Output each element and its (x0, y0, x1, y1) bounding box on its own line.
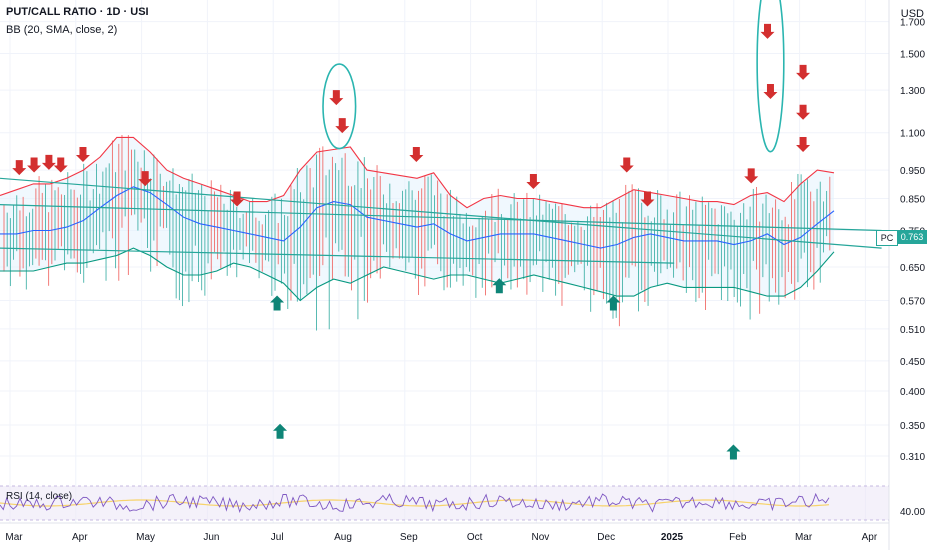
arrow-down-icon (796, 64, 811, 80)
arrow-down-icon (526, 173, 541, 189)
x-tick-label: Nov (532, 532, 550, 543)
arrow-down-icon (760, 23, 775, 39)
bb-lower-line (0, 247, 835, 302)
y-tick-label: 1.700 (900, 18, 925, 29)
highlight-circle (322, 63, 357, 150)
arrow-down-icon (75, 147, 90, 163)
arrow-down-icon (53, 157, 68, 173)
arrow-up-icon (492, 278, 507, 294)
arrow-up-icon (726, 444, 741, 460)
y-tick-label: 0.850 (900, 195, 925, 206)
y-tick-label: 1.500 (900, 50, 925, 61)
x-tick-label: Aug (334, 532, 352, 543)
x-tick-label: Mar (5, 532, 23, 543)
rsi-legend: RSI (14, close) (6, 491, 73, 502)
y-tick-label: 0.350 (900, 421, 925, 432)
y-tick-label: 0.400 (900, 387, 925, 398)
x-tick-label: Oct (467, 532, 483, 543)
y-tick-label: 0.570 (900, 297, 925, 308)
x-tick-label: 2025 (661, 532, 684, 543)
rsi-pane (0, 485, 889, 521)
last-tag: PC (876, 230, 898, 246)
highlight-circle (756, 0, 785, 153)
y-tick-label: 1.300 (900, 86, 925, 97)
x-tick-label: Apr (862, 532, 878, 543)
arrow-up-icon (270, 295, 285, 311)
arrow-down-icon (763, 84, 778, 100)
trendline-group (0, 177, 882, 264)
arrow-down-icon (335, 118, 350, 134)
arrow-up-icon (606, 295, 621, 311)
x-tick-label: Jul (271, 532, 284, 543)
rsi-band (0, 486, 889, 520)
y-tick-label: 0.650 (900, 263, 925, 274)
rsi-line (0, 492, 830, 513)
bb-legend: BB (20, SMA, close, 2) (6, 24, 118, 36)
x-tick-label: May (136, 532, 155, 543)
y-tick-label: 0.950 (900, 166, 925, 177)
x-tick-label: Mar (795, 532, 813, 543)
time-axis[interactable]: Mar Apr May Jun Jul Aug Sep Oct Nov Dec 2025 Feb Mar… (5, 532, 877, 543)
x-tick-label: Apr (72, 532, 88, 543)
arrow-down-icon (12, 160, 27, 176)
arrow-up-icon (273, 423, 288, 439)
trendline (0, 177, 882, 249)
trendline (0, 247, 675, 264)
arrow-down-icon (619, 157, 634, 173)
arrow-down-icon (640, 191, 655, 207)
arrow-down-icon (329, 90, 344, 106)
y-tick-label: 0.450 (900, 357, 925, 368)
price-axis[interactable]: 1.7001.5001.3001.1000.9500.8500.7500.650… (900, 18, 925, 518)
chart-title: PUT/CALL RATIO · 1D · USI (6, 6, 149, 18)
arrow-down-icon (796, 104, 811, 120)
x-tick-label: Sep (400, 532, 418, 543)
y-tick-label: 0.510 (900, 325, 925, 336)
trendline (0, 204, 882, 232)
arrow-down-icon (230, 191, 245, 207)
x-tick-label: Jun (203, 532, 219, 543)
y-tick-label: 1.100 (900, 129, 925, 140)
x-tick-label: Feb (729, 532, 747, 543)
arrow-down-icon (744, 168, 759, 184)
arrow-group (12, 23, 811, 460)
arrow-down-icon (41, 154, 56, 170)
highlight-group (322, 0, 785, 153)
y-tick-label: 0.310 (900, 452, 925, 463)
x-tick-label: Dec (597, 532, 615, 543)
arrow-down-icon (138, 171, 153, 187)
last-value-label: 0.763 (897, 230, 927, 244)
currency-label[interactable]: USD (900, 8, 924, 20)
bb-upper-line (0, 136, 835, 209)
arrow-down-icon (27, 157, 42, 173)
arrow-down-icon (796, 137, 811, 153)
arrow-down-icon (409, 147, 424, 163)
rsi-band-label: 40.00 (900, 507, 925, 518)
